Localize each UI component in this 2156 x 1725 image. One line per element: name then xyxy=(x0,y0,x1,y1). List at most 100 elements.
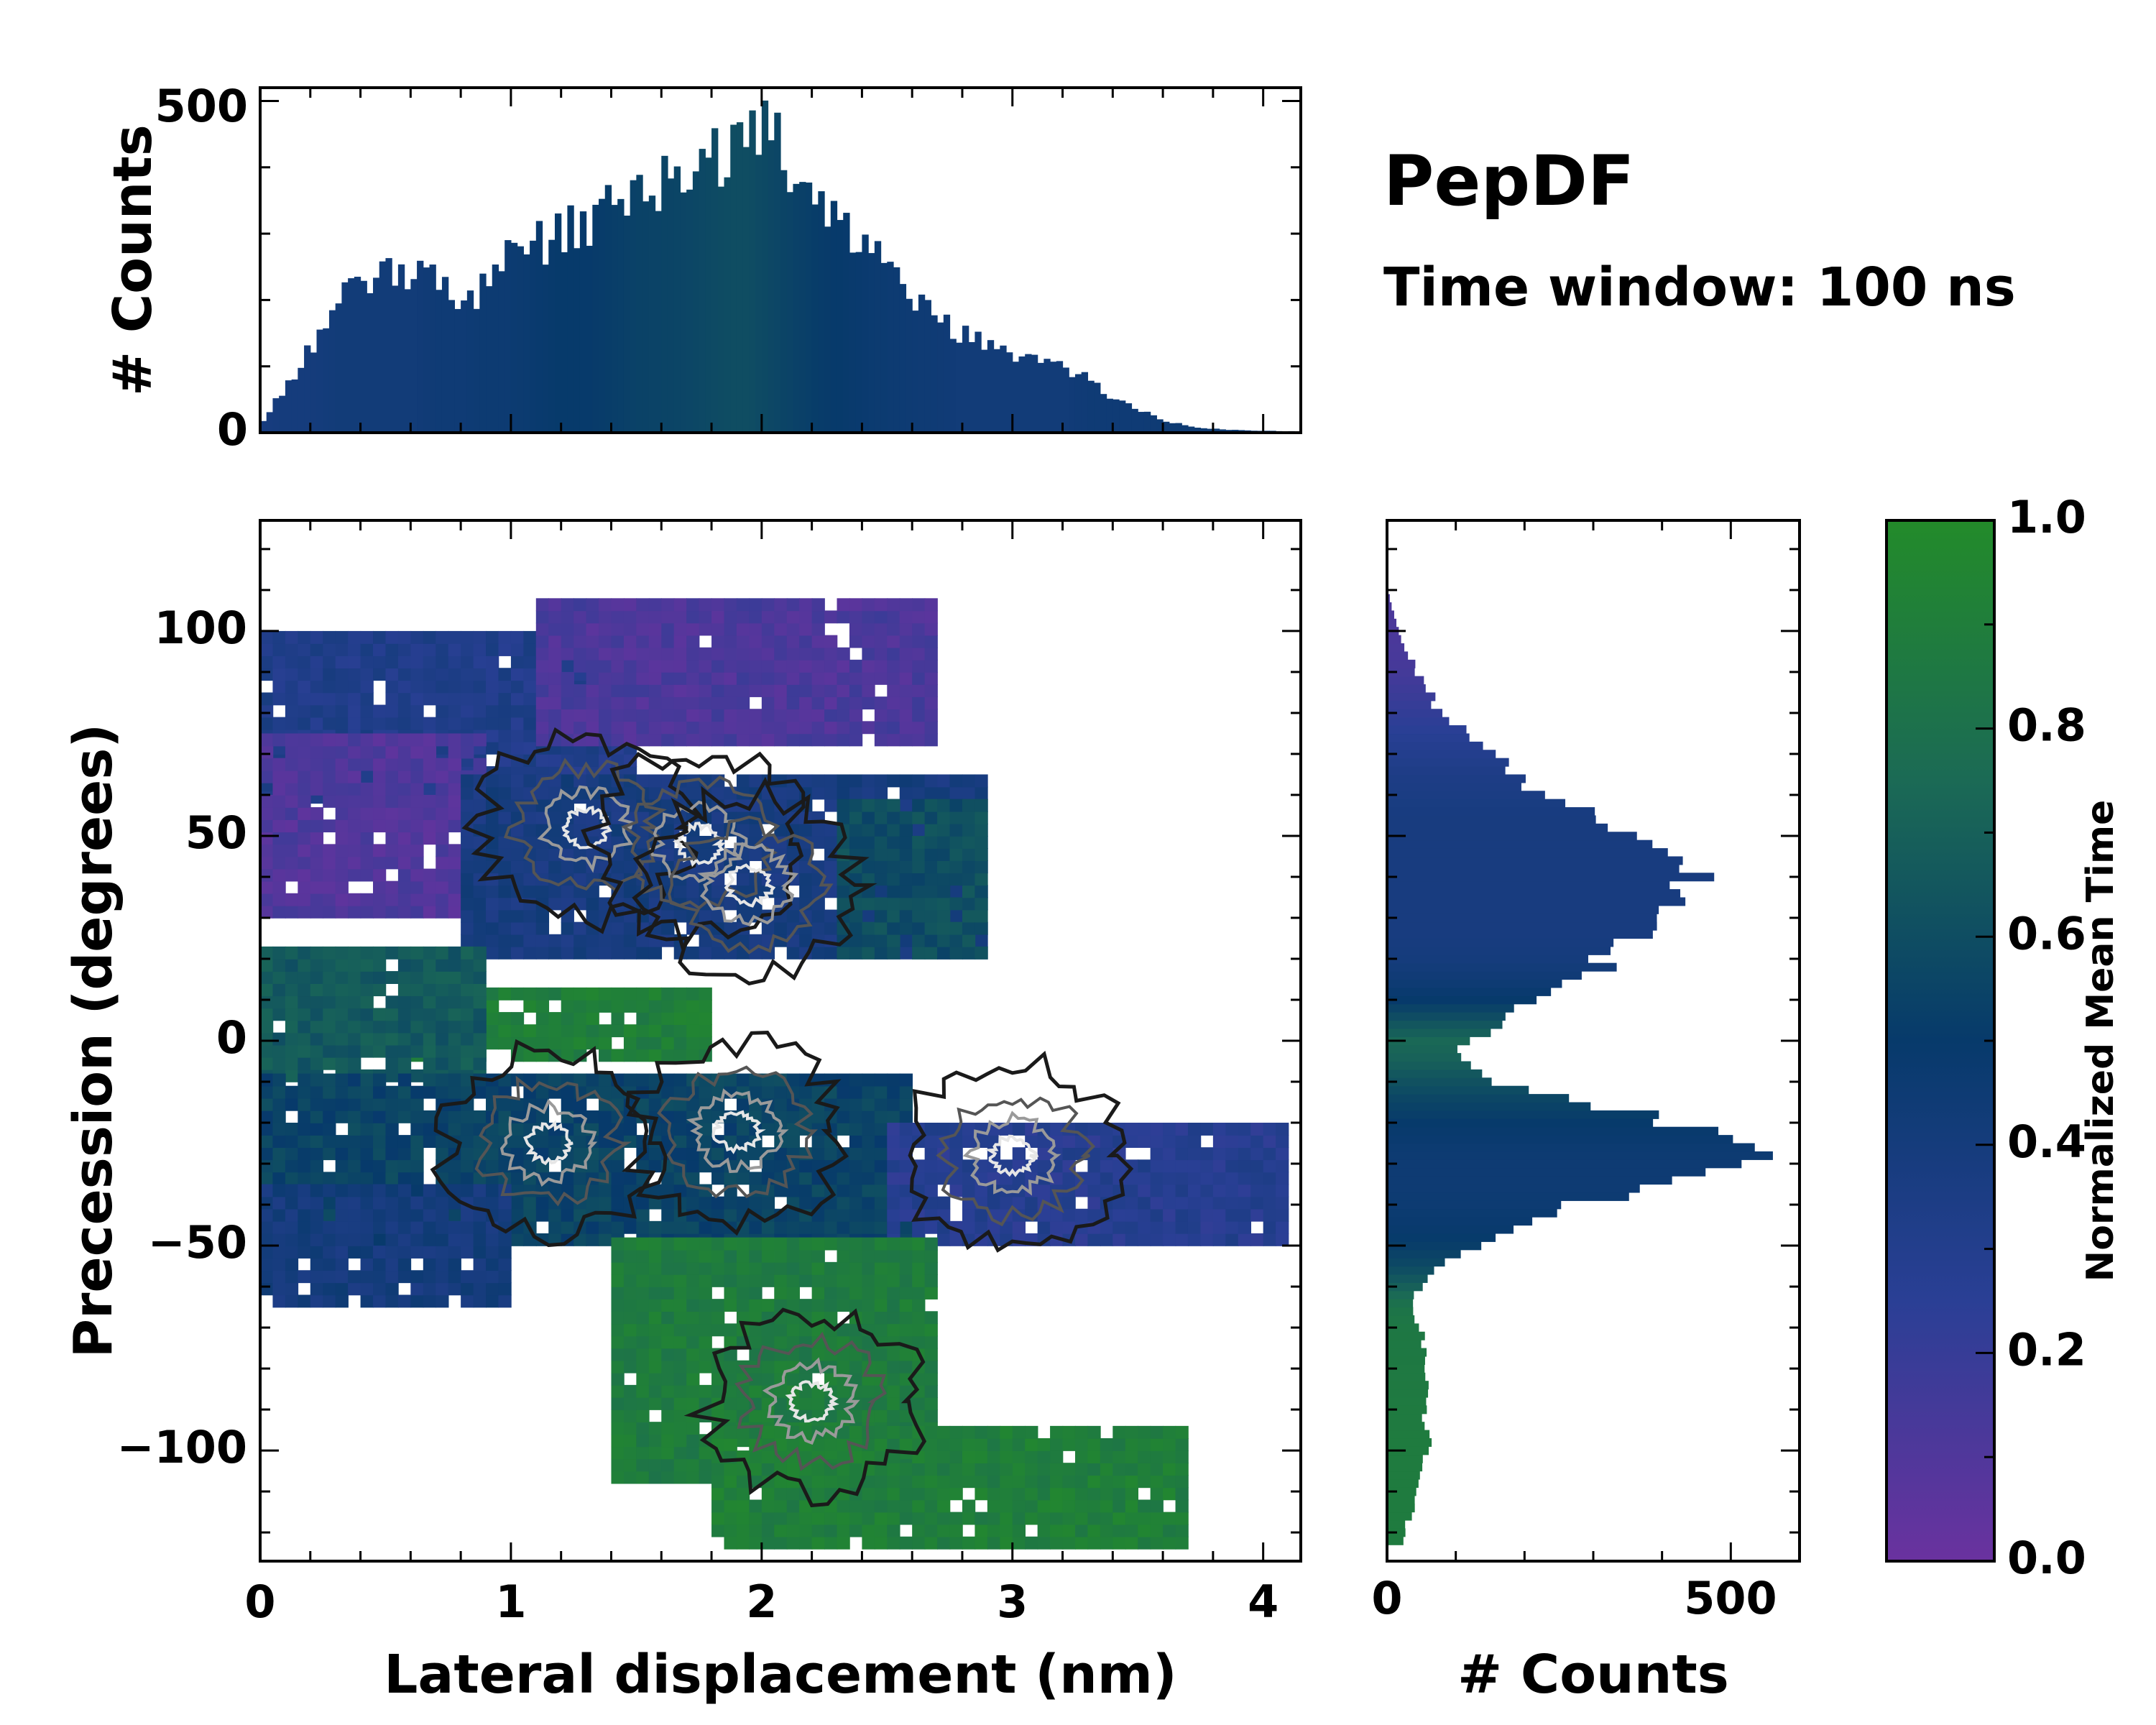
heatmap-cell xyxy=(874,622,888,636)
heatmap-cell xyxy=(473,680,487,694)
heatmap-cell xyxy=(736,1299,750,1312)
right-histogram-bar xyxy=(1387,1512,1412,1521)
heatmap-cell xyxy=(1163,1220,1176,1234)
heatmap-cell xyxy=(912,811,926,824)
heatmap-cell xyxy=(1012,1499,1026,1513)
heatmap-cell xyxy=(962,835,976,849)
top-histogram-bar xyxy=(1012,362,1020,433)
heatmap-cell xyxy=(1150,1487,1164,1501)
heatmap-cell xyxy=(1212,1184,1227,1197)
heatmap-cell xyxy=(1276,1208,1289,1222)
heatmap-cell xyxy=(899,1274,913,1287)
right-histogram-ticks xyxy=(1386,520,1801,1561)
heatmap-cell xyxy=(736,1512,750,1525)
heatmap-cell xyxy=(636,1360,650,1374)
heatmap-cell xyxy=(1087,1512,1101,1525)
heatmap-cell xyxy=(1012,1425,1026,1439)
heatmap-cell xyxy=(686,1348,700,1361)
heatmap-cell xyxy=(1125,1196,1139,1210)
heatmap-cell xyxy=(837,1499,850,1513)
heatmap-cell xyxy=(523,1184,537,1197)
right-histogram-bar xyxy=(1387,1225,1514,1234)
heatmap-cell xyxy=(385,1184,399,1197)
heatmap-cell xyxy=(285,856,299,870)
heatmap-cell xyxy=(335,630,349,644)
right-histogram-bar xyxy=(1387,946,1611,955)
heatmap-cell xyxy=(397,656,412,669)
heatmap-cell xyxy=(887,1524,900,1537)
heatmap-cell xyxy=(673,1085,687,1099)
heatmap-cell xyxy=(799,1184,813,1197)
heatmap-cell xyxy=(1175,1475,1189,1489)
heatmap-cell xyxy=(912,684,926,697)
heatmap-cell xyxy=(811,1536,825,1550)
heatmap-cell xyxy=(1187,1147,1202,1161)
heatmap-cell xyxy=(397,794,412,808)
contour-line xyxy=(683,1307,927,1508)
top-histogram-bar xyxy=(410,279,418,433)
heatmap-cell xyxy=(761,647,775,661)
heatmap-cell xyxy=(786,786,800,800)
heatmap-cell xyxy=(260,1073,274,1087)
heatmap-cell xyxy=(924,598,938,612)
heatmap-cell xyxy=(1138,1450,1151,1463)
heatmap-cell xyxy=(410,893,424,906)
heatmap-cell xyxy=(323,1044,336,1058)
heatmap-cell xyxy=(548,897,562,911)
heatmap-cell xyxy=(260,1258,274,1271)
right-histogram-bar xyxy=(1387,1241,1482,1251)
heatmap-cell xyxy=(648,1323,663,1337)
heatmap-cell xyxy=(1112,1487,1126,1501)
heatmap-cell xyxy=(1125,1135,1139,1149)
heatmap-cell xyxy=(661,647,675,661)
heatmap-cell xyxy=(761,733,775,747)
heatmap-cell xyxy=(348,844,361,857)
heatmap-cell xyxy=(761,1512,775,1525)
heatmap-cell xyxy=(272,1270,286,1284)
top-histogram-bar xyxy=(548,239,556,433)
right-histogram-bar xyxy=(1387,1446,1429,1455)
heatmap-cell xyxy=(786,696,800,710)
heatmap-cell xyxy=(686,999,700,1013)
heatmap-cell xyxy=(975,1184,988,1197)
heatmap-cell xyxy=(837,696,850,710)
heatmap-cell xyxy=(924,671,938,685)
heatmap-cell xyxy=(824,1311,838,1325)
heatmap-cell xyxy=(648,696,663,710)
top-histogram-bar xyxy=(975,331,982,433)
heatmap-cell xyxy=(711,1463,725,1476)
heatmap-cell xyxy=(962,1450,976,1463)
heatmap-cell xyxy=(636,1274,650,1287)
heatmap-cell xyxy=(887,671,900,685)
heatmap-cell xyxy=(636,1012,650,1025)
top-histogram-bar xyxy=(1056,361,1064,433)
heatmap-cell xyxy=(699,909,712,923)
heatmap-cell xyxy=(260,1184,274,1197)
heatmap-cell xyxy=(423,733,437,747)
heatmap-cell xyxy=(586,1196,599,1210)
heatmap-cell xyxy=(1276,1196,1289,1210)
heatmap-cell xyxy=(749,1384,763,1398)
heatmap-cell xyxy=(599,598,612,612)
heatmap-cell xyxy=(1100,1463,1114,1476)
heatmap-cell xyxy=(423,1184,437,1197)
heatmap-cell xyxy=(636,1261,650,1275)
heatmap-cell xyxy=(736,1261,750,1275)
heatmap-cell xyxy=(661,1384,675,1398)
heatmap-cell xyxy=(611,1274,625,1287)
heatmap-cell xyxy=(335,794,349,808)
heatmap-cell xyxy=(298,1085,311,1099)
heatmap-cell xyxy=(1125,1184,1139,1197)
heatmap-cell xyxy=(285,1246,299,1259)
heatmap-cell xyxy=(862,1098,875,1111)
heatmap-cell xyxy=(461,704,474,718)
heatmap-cell xyxy=(360,1294,374,1308)
heatmap-cell xyxy=(736,1287,750,1300)
heatmap-cell xyxy=(1276,1233,1289,1246)
heatmap-cell xyxy=(1037,1159,1051,1173)
right-histogram-bar xyxy=(1387,1233,1496,1242)
heatmap-cell xyxy=(1200,1147,1214,1161)
heatmap-cell xyxy=(799,934,813,947)
heatmap-cell xyxy=(423,1270,437,1284)
heatmap-cell xyxy=(887,1123,900,1136)
